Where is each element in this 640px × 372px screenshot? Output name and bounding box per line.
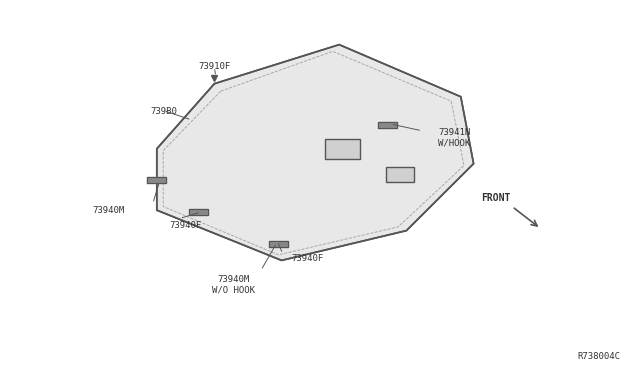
Text: 73940F: 73940F xyxy=(170,221,202,230)
Text: 73940F: 73940F xyxy=(291,254,323,263)
Text: 739B0: 739B0 xyxy=(150,107,177,116)
Polygon shape xyxy=(189,209,208,215)
Text: R738004C: R738004C xyxy=(578,352,621,361)
Polygon shape xyxy=(269,241,288,247)
Text: 73940M: 73940M xyxy=(93,206,125,215)
Bar xyxy=(325,139,360,159)
Polygon shape xyxy=(147,177,166,183)
Text: FRONT: FRONT xyxy=(481,193,511,203)
Polygon shape xyxy=(378,122,397,128)
Polygon shape xyxy=(157,45,474,260)
Bar xyxy=(385,167,415,182)
Text: 73910F: 73910F xyxy=(198,62,230,71)
Text: 73940M
W/O HOOK: 73940M W/O HOOK xyxy=(212,275,255,294)
Text: 73941N
W/HOOK: 73941N W/HOOK xyxy=(438,128,470,147)
